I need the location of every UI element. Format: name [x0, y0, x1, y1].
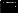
Bar: [3, 9, 4, 12]
Bar: [5, 5, 6, 12]
Bar: [7, 8, 8, 12]
Bar: [10, 10, 11, 12]
Bar: [14, 10, 15, 12]
Text: Figure 1B:  Migration of human aortic smooth muscle cells in response to the tri: Figure 1B: Migration of human aortic smo…: [1, 0, 18, 13]
Bar: [8, 10, 9, 12]
Bar: [12, 10, 13, 12]
